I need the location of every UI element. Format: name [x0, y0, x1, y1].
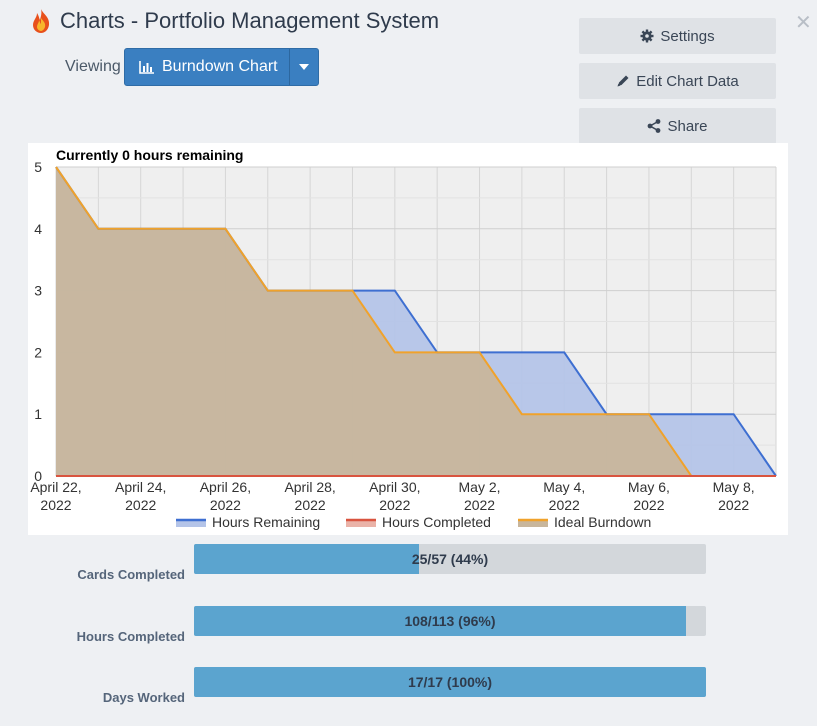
- legend-swatch: [346, 519, 376, 527]
- x-tick-label-year: 2022: [633, 497, 664, 513]
- chart-type-label: Burndown Chart: [162, 58, 278, 75]
- y-tick-label: 3: [34, 283, 42, 299]
- x-tick-label: May 2,: [459, 479, 501, 495]
- y-tick-label: 5: [34, 159, 42, 175]
- x-tick-label-year: 2022: [125, 497, 156, 513]
- page-title: Charts - Portfolio Management System: [60, 8, 440, 33]
- legend-item[interactable]: Hours Completed: [346, 514, 491, 530]
- y-tick-label: 1: [34, 406, 42, 422]
- page-header: Charts - Portfolio Management System: [30, 8, 439, 34]
- share-button[interactable]: Share: [579, 108, 776, 144]
- legend-swatch: [176, 519, 206, 527]
- close-icon[interactable]: ✕: [795, 12, 812, 34]
- y-tick-label: 0: [34, 468, 42, 484]
- gear-icon: [640, 29, 654, 43]
- x-tick-label-year: 2022: [295, 497, 326, 513]
- progress-fill: [194, 544, 420, 574]
- viewing-label: Viewing: [65, 58, 121, 75]
- flame-icon: [33, 9, 50, 33]
- series-line: [55, 166, 776, 477]
- chart-title: Currently 0 hours remaining: [56, 147, 243, 163]
- progress-fill: [194, 667, 706, 697]
- legend-item[interactable]: Ideal Burndown: [518, 514, 651, 530]
- legend-label: Ideal Burndown: [554, 514, 651, 530]
- y-tick-label: 2: [34, 344, 42, 360]
- x-tick-label: April 24,: [115, 479, 166, 495]
- x-tick-label: May 4,: [543, 479, 585, 495]
- edit-chart-data-button[interactable]: Edit Chart Data: [579, 63, 776, 99]
- x-tick-label: May 6,: [628, 479, 670, 495]
- chevron-down-icon[interactable]: [289, 49, 318, 85]
- x-tick-label-year: 2022: [464, 497, 495, 513]
- progress-text: 25/57 (44%): [411, 551, 489, 567]
- share-icon: [648, 119, 661, 133]
- chart-type-dropdown[interactable]: Burndown Chart: [124, 48, 319, 86]
- x-tick-label-year: 2022: [210, 497, 241, 513]
- x-tick-label: April 22,: [30, 479, 81, 495]
- x-tick-label: April 28,: [284, 479, 335, 495]
- series-area: [56, 167, 776, 476]
- progress-bar: 25/57 (44%): [194, 544, 706, 574]
- x-tick-label-year: 2022: [549, 497, 580, 513]
- x-tick-label-year: 2022: [379, 497, 410, 513]
- burndown-chart-svg: 0 1 2 3 4 5 April 22, 2022 April 24, 2022 April 2…: [30, 147, 777, 530]
- progress-bar: 108/113 (96%): [194, 606, 706, 636]
- bar-chart-icon: [139, 61, 154, 74]
- x-tick-label: April 30,: [369, 479, 420, 495]
- legend-swatch: [518, 519, 548, 527]
- legend-label: Hours Remaining: [212, 514, 320, 530]
- settings-label: Settings: [660, 27, 715, 45]
- chart-type-button[interactable]: Burndown Chart: [125, 58, 289, 76]
- progress-text: 108/113 (96%): [404, 613, 496, 629]
- x-tick-label-year: 2022: [718, 497, 749, 513]
- share-label: Share: [667, 117, 708, 135]
- edit-chart-data-label: Edit Chart Data: [636, 72, 739, 90]
- stat-label: Cards Completed: [77, 567, 185, 582]
- settings-button[interactable]: Settings: [579, 18, 776, 54]
- progress-fill: [194, 606, 686, 636]
- pencil-icon: [617, 75, 629, 87]
- y-tick-label: 4: [34, 221, 42, 237]
- legend-item[interactable]: Hours Remaining: [176, 514, 320, 530]
- x-tick-label: April 26,: [200, 479, 251, 495]
- progress-bar: 17/17 (100%): [194, 667, 706, 697]
- x-tick-label: May 8,: [713, 479, 755, 495]
- legend-label: Hours Completed: [382, 514, 491, 530]
- progress-text: 17/17 (100%): [407, 674, 493, 690]
- stat-label: Days Worked: [102, 690, 185, 705]
- x-tick-label-year: 2022: [40, 497, 71, 513]
- stat-label: Hours Completed: [76, 629, 185, 644]
- burndown-chart: 0 1 2 3 4 5 April 22, 2022 April 24, 2022 April 2…: [28, 143, 788, 535]
